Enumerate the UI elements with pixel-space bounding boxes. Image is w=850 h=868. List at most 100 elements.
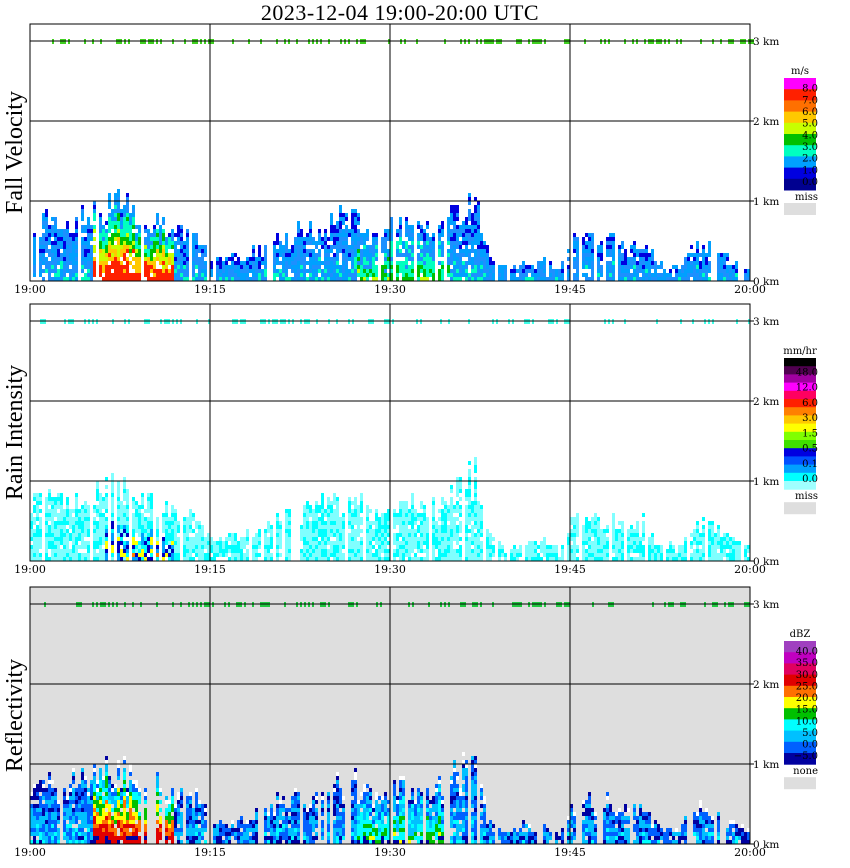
echo-cell bbox=[87, 525, 90, 529]
echo-cell bbox=[375, 249, 378, 253]
echo-cell bbox=[309, 265, 312, 269]
echo-cell bbox=[177, 521, 180, 525]
echo-cell bbox=[147, 545, 150, 549]
echo-cell bbox=[735, 541, 738, 545]
echo-cell bbox=[54, 225, 57, 229]
echo-cell bbox=[618, 277, 621, 281]
echo-cell bbox=[420, 501, 423, 505]
echo-cell bbox=[192, 277, 195, 281]
echo-cell bbox=[360, 257, 363, 261]
echo-cell bbox=[711, 529, 714, 533]
echo-cell bbox=[705, 277, 708, 281]
echo-cell bbox=[63, 788, 66, 792]
echo-cell bbox=[549, 261, 552, 265]
echo-cell bbox=[135, 545, 138, 549]
echo-cell bbox=[186, 265, 189, 269]
echo-cell bbox=[528, 269, 531, 273]
echo-cell bbox=[66, 557, 69, 561]
echo-cell bbox=[108, 213, 111, 217]
echo-cell bbox=[186, 233, 189, 237]
echo-cell bbox=[99, 265, 102, 269]
echo-cell bbox=[45, 249, 48, 253]
echo-cell bbox=[78, 788, 81, 792]
echo-cell bbox=[153, 225, 156, 229]
echo-cell bbox=[141, 517, 144, 521]
echo-cell bbox=[102, 225, 105, 229]
echo-cell bbox=[108, 205, 111, 209]
echo-cell bbox=[273, 277, 276, 281]
echo-cell bbox=[306, 269, 309, 273]
colorbar-swatch bbox=[784, 464, 816, 474]
echo-cell bbox=[300, 237, 303, 241]
time-tick-label: 19:30 bbox=[374, 563, 406, 576]
echo-cell bbox=[36, 505, 39, 509]
echo-cell bbox=[54, 505, 57, 509]
echo-cell bbox=[198, 521, 201, 525]
echo-cell bbox=[102, 804, 105, 808]
echo-cell bbox=[312, 537, 315, 541]
echo-cell bbox=[732, 549, 735, 553]
echo-cell bbox=[90, 253, 93, 257]
echo-cell bbox=[150, 277, 153, 281]
echo-cell bbox=[729, 553, 732, 557]
echo-cell bbox=[288, 249, 291, 253]
echo-cell bbox=[630, 257, 633, 261]
echo-cell bbox=[72, 545, 75, 549]
echo-cell bbox=[516, 557, 519, 561]
echo-cell bbox=[600, 265, 603, 269]
echo-cell bbox=[60, 525, 63, 529]
echo-cell bbox=[117, 557, 120, 561]
echo-cell bbox=[120, 225, 123, 229]
echo-cell bbox=[144, 273, 147, 277]
echo-cell bbox=[48, 533, 51, 537]
echo-cell bbox=[36, 796, 39, 800]
colorbar-level: 48.0 bbox=[796, 367, 818, 378]
echo-cell bbox=[639, 257, 642, 261]
echo-cell bbox=[294, 269, 297, 273]
echo-cell bbox=[105, 237, 108, 241]
echo-cell bbox=[486, 261, 489, 265]
echo-cell bbox=[258, 249, 261, 253]
echo-cell bbox=[81, 840, 84, 844]
echo-cell bbox=[138, 237, 141, 241]
echo-cell bbox=[423, 273, 426, 277]
echo-cell bbox=[66, 241, 69, 245]
echo-cell bbox=[60, 537, 63, 541]
echo-cell bbox=[156, 249, 159, 253]
echo-cell bbox=[393, 521, 396, 525]
echo-cell bbox=[75, 549, 78, 553]
echo-cell bbox=[729, 269, 732, 273]
echo-cell bbox=[315, 553, 318, 557]
echo-cell bbox=[75, 229, 78, 233]
echo-cell bbox=[645, 273, 648, 277]
echo-cell bbox=[105, 249, 108, 253]
echo-cell bbox=[531, 273, 534, 277]
echo-cell bbox=[558, 557, 561, 561]
echo-cell bbox=[366, 233, 369, 237]
echo-cell bbox=[183, 529, 186, 533]
echo-cell bbox=[114, 808, 117, 812]
echo-field bbox=[30, 752, 750, 844]
echo-cell bbox=[498, 549, 501, 553]
echo-cell bbox=[39, 832, 42, 836]
echo-cell bbox=[198, 537, 201, 541]
echo-cell bbox=[177, 273, 180, 277]
echo-cell bbox=[69, 557, 72, 561]
echo-cell bbox=[96, 780, 99, 784]
echo-cell bbox=[594, 529, 597, 533]
echo-cell bbox=[60, 261, 63, 265]
echo-cell bbox=[450, 525, 453, 529]
echo-cell bbox=[645, 269, 648, 273]
echo-cell bbox=[108, 800, 111, 804]
echo-cell bbox=[198, 525, 201, 529]
echo-cell bbox=[159, 269, 162, 273]
echo-cell bbox=[606, 249, 609, 253]
colorbar-swatch bbox=[784, 448, 816, 457]
echo-cell bbox=[48, 772, 51, 776]
echo-cell bbox=[597, 277, 600, 281]
echo-cell bbox=[588, 541, 591, 545]
echo-cell bbox=[93, 229, 96, 233]
echo-cell bbox=[684, 553, 687, 557]
echo-cell bbox=[246, 277, 249, 281]
echo-cell bbox=[135, 245, 138, 249]
